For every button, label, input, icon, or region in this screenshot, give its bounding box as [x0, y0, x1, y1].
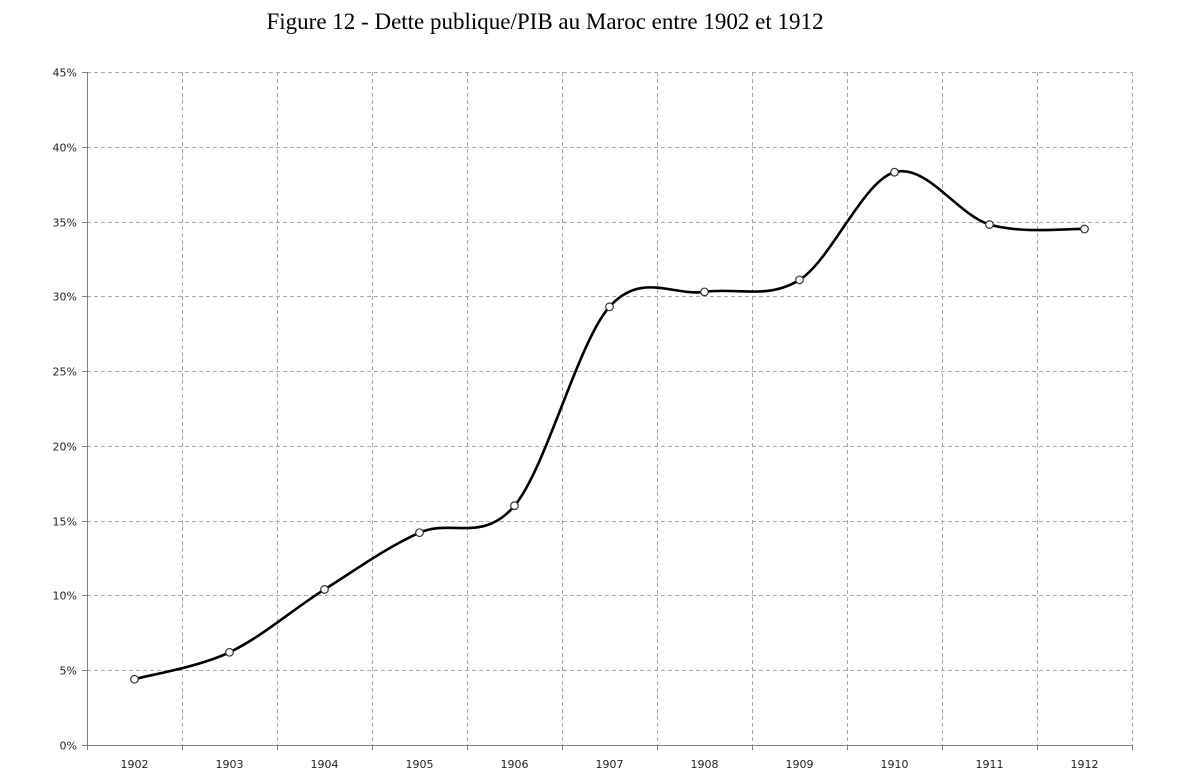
- y-tick-label: 0%: [60, 740, 77, 753]
- y-tick-label: 30%: [53, 291, 77, 304]
- x-tick-labels: 1902 1903 1904 1905 1906 1907 1908 1909 1910 1911…: [121, 758, 1099, 771]
- data-point: [795, 275, 804, 285]
- x-tick-label: 1910: [881, 758, 909, 771]
- data-point: [890, 167, 899, 177]
- data-point: [130, 674, 139, 684]
- x-tick-label: 1906: [501, 758, 529, 771]
- series-line: [133, 169, 1086, 681]
- data-point: [605, 302, 614, 312]
- x-tick-label: 1903: [216, 758, 244, 771]
- data-point: [1080, 224, 1089, 234]
- data-point: [985, 220, 994, 229]
- data-point: [700, 287, 709, 297]
- y-tick-label: 15%: [53, 516, 77, 529]
- y-tick-label: 5%: [60, 665, 77, 678]
- x-tick-label: 1908: [691, 758, 719, 771]
- y-tick-labels: 0% 5% 10% 15% 20% 25% 30% 35% 40% 45%: [53, 67, 77, 753]
- y-tick-label: 45%: [53, 67, 77, 80]
- x-tick-label: 1904: [311, 758, 339, 771]
- data-point: [320, 585, 329, 594]
- axes: [82, 72, 1133, 750]
- data-point: [415, 528, 424, 538]
- x-tick-label: 1909: [786, 758, 814, 771]
- data-point: [510, 501, 519, 511]
- y-tick-label: 20%: [53, 441, 77, 454]
- x-tick-label: 1907: [596, 758, 624, 771]
- series-layer: [133, 169, 1086, 681]
- y-tick-label: 40%: [53, 142, 77, 155]
- chart-title: Figure 12 - Dette publique/PIB au Maroc …: [266, 9, 824, 34]
- data-point: [225, 647, 234, 657]
- x-tick-label: 1902: [121, 758, 149, 771]
- x-tick-label: 1911: [976, 758, 1004, 771]
- y-tick-label: 25%: [53, 366, 77, 379]
- grid-lines: [87, 72, 1133, 745]
- x-tick-label: 1912: [1071, 758, 1099, 771]
- marker-layer: [130, 167, 1089, 684]
- x-tick-label: 1905: [406, 758, 434, 771]
- y-tick-label: 10%: [53, 590, 77, 603]
- y-tick-label: 35%: [53, 217, 77, 230]
